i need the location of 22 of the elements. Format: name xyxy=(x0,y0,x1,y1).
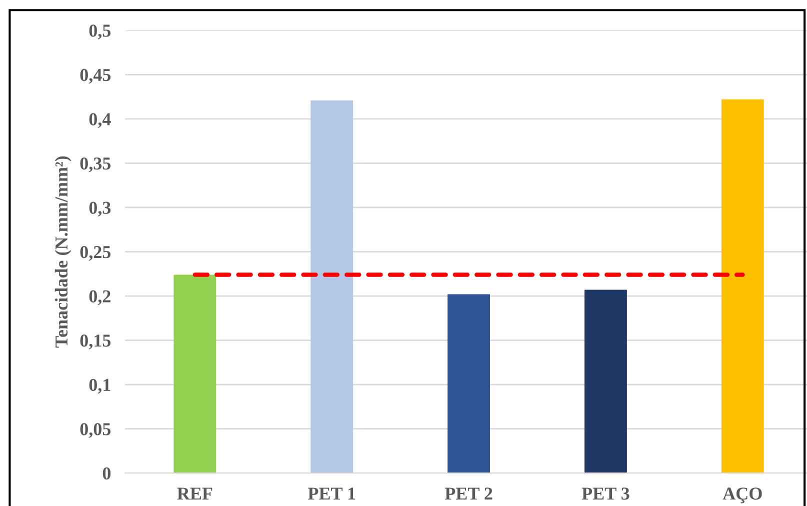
y-tick-label: 0,4 xyxy=(89,113,111,128)
y-tick-label: 0,45 xyxy=(80,68,111,84)
y-tick-label: 0,5 xyxy=(89,24,111,40)
y-tick-label: 0,35 xyxy=(80,157,111,172)
x-tick-label: AÇO xyxy=(722,488,762,504)
x-tick-label: PET 2 xyxy=(444,488,492,500)
y-tick-label: 0,1 xyxy=(89,378,110,394)
y-tick-label: 0,2 xyxy=(89,290,110,306)
y-tick-label: 0 xyxy=(102,467,111,480)
y-tick-label: 0,05 xyxy=(80,423,111,438)
y-tick-label: 0,25 xyxy=(80,246,111,261)
bar xyxy=(448,294,490,474)
bar xyxy=(174,274,216,474)
bar xyxy=(721,99,764,474)
y-tick-label: 0,15 xyxy=(80,334,111,350)
bar xyxy=(584,290,627,474)
x-tick-label: PET 1 xyxy=(308,488,356,500)
y-tick-label: 0,3 xyxy=(89,202,111,217)
bar xyxy=(310,100,354,474)
x-tick-label: REF xyxy=(177,488,212,500)
y-axis-title: Tenacidade (N.mm/mm²) xyxy=(54,156,72,348)
x-tick-label: PET 3 xyxy=(582,488,630,500)
